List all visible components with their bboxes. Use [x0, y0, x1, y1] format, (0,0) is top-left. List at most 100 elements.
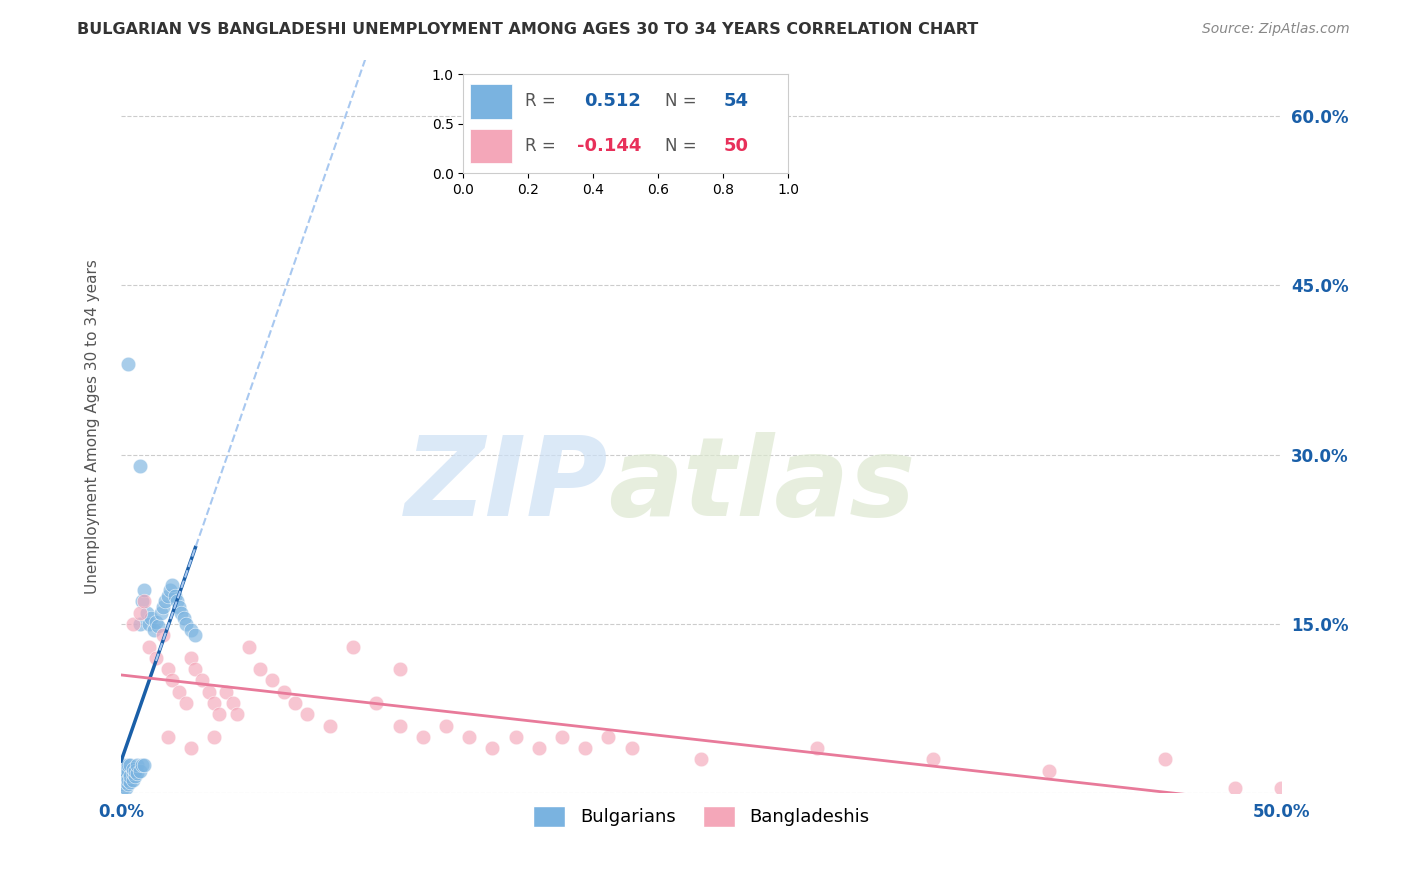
Point	[598, 730, 620, 744]
Point	[124, 769, 146, 783]
Point	[112, 758, 135, 772]
Point	[170, 606, 193, 620]
Point	[173, 611, 195, 625]
Point	[159, 583, 181, 598]
Point	[152, 600, 174, 615]
Point	[138, 617, 160, 632]
Point	[551, 730, 574, 744]
Point	[284, 696, 307, 710]
Point	[155, 594, 177, 608]
Point	[120, 758, 142, 772]
Point	[117, 358, 139, 372]
Point	[180, 651, 202, 665]
Point	[366, 696, 388, 710]
Point	[127, 766, 149, 780]
Point	[128, 617, 150, 632]
Point	[124, 764, 146, 778]
Point	[128, 458, 150, 473]
Point	[112, 769, 135, 783]
Point	[134, 594, 156, 608]
Y-axis label: Unemployment Among Ages 30 to 34 years: Unemployment Among Ages 30 to 34 years	[86, 259, 100, 594]
Point	[180, 741, 202, 756]
Point	[249, 662, 271, 676]
Point	[128, 606, 150, 620]
Point	[120, 775, 142, 789]
Point	[128, 764, 150, 778]
Point	[412, 730, 434, 744]
Point	[184, 662, 207, 676]
Point	[141, 611, 163, 625]
Point	[620, 741, 643, 756]
Point	[156, 589, 179, 603]
Point	[1154, 752, 1177, 766]
Point	[1038, 764, 1060, 778]
Point	[156, 662, 179, 676]
Point	[273, 685, 295, 699]
Point	[260, 673, 283, 688]
Point	[1223, 780, 1246, 795]
Point	[481, 741, 503, 756]
Point	[690, 752, 713, 766]
Point	[114, 780, 136, 795]
Point	[160, 673, 183, 688]
Point	[112, 780, 135, 795]
Point	[117, 772, 139, 787]
Point	[458, 730, 481, 744]
Point	[198, 685, 221, 699]
Point	[574, 741, 596, 756]
Point	[156, 730, 179, 744]
Point	[434, 718, 457, 732]
Point	[121, 772, 143, 787]
Point	[127, 758, 149, 772]
Point	[319, 718, 342, 732]
Point	[121, 617, 143, 632]
Point	[806, 741, 828, 756]
Point	[135, 606, 157, 620]
Point	[112, 777, 135, 791]
Point	[145, 615, 167, 629]
Point	[117, 777, 139, 791]
Point	[117, 758, 139, 772]
Text: ZIP: ZIP	[405, 432, 609, 539]
Point	[114, 769, 136, 783]
Point	[202, 696, 225, 710]
Point	[295, 707, 318, 722]
Point	[117, 764, 139, 778]
Point	[121, 762, 143, 776]
Point	[505, 730, 527, 744]
Point	[112, 775, 135, 789]
Point	[131, 758, 153, 772]
Point	[152, 628, 174, 642]
Point	[160, 577, 183, 591]
Point	[145, 651, 167, 665]
Point	[114, 764, 136, 778]
Point	[112, 772, 135, 787]
Point	[114, 775, 136, 789]
Point	[112, 764, 135, 778]
Point	[134, 583, 156, 598]
Text: BULGARIAN VS BANGLADESHI UNEMPLOYMENT AMONG AGES 30 TO 34 YEARS CORRELATION CHAR: BULGARIAN VS BANGLADESHI UNEMPLOYMENT AM…	[77, 22, 979, 37]
Point	[148, 619, 170, 633]
Text: atlas: atlas	[609, 432, 915, 539]
Point	[1270, 780, 1292, 795]
Point	[221, 696, 243, 710]
Point	[167, 600, 190, 615]
Text: Source: ZipAtlas.com: Source: ZipAtlas.com	[1202, 22, 1350, 37]
Point	[112, 766, 135, 780]
Point	[202, 730, 225, 744]
Point	[922, 752, 945, 766]
Point	[134, 758, 156, 772]
Point	[214, 685, 236, 699]
Point	[226, 707, 249, 722]
Point	[131, 594, 153, 608]
Point	[207, 707, 229, 722]
Point	[142, 623, 165, 637]
Point	[527, 741, 550, 756]
Point	[342, 640, 364, 654]
Point	[138, 640, 160, 654]
Legend: Bulgarians, Bangladeshis: Bulgarians, Bangladeshis	[524, 797, 879, 836]
Point	[149, 606, 172, 620]
Point	[388, 662, 411, 676]
Point	[166, 594, 188, 608]
Point	[174, 696, 197, 710]
